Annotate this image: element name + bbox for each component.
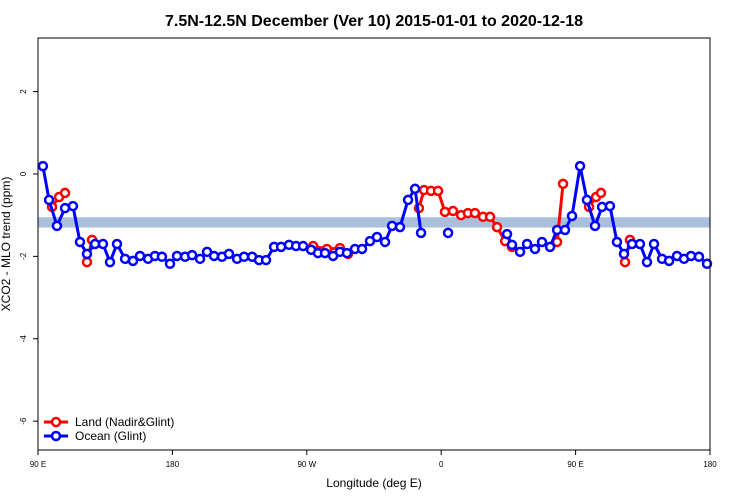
data-point	[529, 243, 541, 255]
data-point	[402, 194, 414, 206]
data-point	[81, 256, 93, 268]
data-point	[641, 256, 653, 268]
y-tick-label: 0	[19, 171, 28, 176]
data-point	[432, 185, 444, 197]
data-point	[111, 238, 123, 250]
series-line	[41, 164, 708, 266]
data-point	[634, 238, 646, 250]
data-point	[521, 238, 533, 250]
data-point	[319, 247, 331, 259]
data-point	[394, 221, 406, 233]
x-tick-label: 180	[166, 460, 180, 469]
chart-title: 7.5N-12.5N December (Ver 10) 2015-01-01 …	[165, 13, 583, 30]
x-tick-label: 90 E	[30, 460, 46, 469]
y-tick-label: -2	[19, 252, 28, 260]
data-point	[544, 241, 556, 253]
data-point	[557, 178, 569, 190]
x-axis-label: Longitude (deg E)	[326, 476, 421, 490]
data-point	[194, 253, 206, 265]
data-point	[127, 255, 139, 267]
data-point	[74, 236, 86, 248]
data-point	[559, 224, 571, 236]
data-point	[581, 194, 593, 206]
data-point	[589, 220, 601, 232]
data-point	[134, 250, 146, 262]
data-point	[439, 206, 451, 218]
x-tick-label: 90 W	[297, 460, 316, 469]
data-point	[469, 207, 481, 219]
data-point	[356, 243, 368, 255]
data-point	[618, 248, 630, 260]
data-point	[97, 238, 109, 250]
y-tick-label: -4	[19, 335, 28, 343]
data-point	[171, 250, 183, 262]
data-point	[59, 187, 71, 199]
data-point	[186, 249, 198, 261]
data-point	[409, 183, 421, 195]
data-point	[37, 160, 49, 172]
legend-marker	[50, 416, 62, 428]
data-point	[693, 251, 705, 263]
data-point	[595, 187, 607, 199]
data-point	[386, 220, 398, 232]
x-tick-label: 180	[703, 460, 717, 469]
data-point	[514, 246, 526, 258]
data-point	[506, 239, 518, 251]
data-point	[260, 254, 272, 266]
data-point	[663, 255, 675, 267]
legend-label: Ocean (Glint)	[75, 429, 146, 443]
data-point	[104, 256, 116, 268]
x-tick-label: 0	[439, 460, 444, 469]
reference-band	[38, 217, 710, 228]
data-point	[574, 160, 586, 172]
plot-frame	[37, 37, 711, 451]
data-point	[164, 258, 176, 270]
data-point	[223, 248, 235, 260]
data-point	[81, 248, 93, 260]
data-point	[442, 227, 454, 239]
data-point	[491, 221, 503, 233]
data-point	[604, 200, 616, 212]
data-point	[648, 238, 660, 250]
data-point	[501, 228, 513, 240]
data-point	[67, 200, 79, 212]
x-tick-label: 90 E	[567, 460, 583, 469]
data-point	[611, 236, 623, 248]
data-point	[447, 205, 459, 217]
data-point	[619, 256, 631, 268]
data-point	[156, 251, 168, 263]
data-point	[43, 194, 55, 206]
y-tick-label: 2	[19, 89, 28, 94]
data-point	[566, 210, 578, 222]
legend-marker	[50, 430, 62, 442]
legend-label: Land (Nadir&Glint)	[75, 415, 174, 429]
data-point	[341, 247, 353, 259]
data-point	[701, 258, 713, 270]
data-point	[484, 211, 496, 223]
data-point	[51, 220, 63, 232]
y-axis-label: XCO2 - MLO trend (ppm)	[0, 177, 13, 312]
data-point	[238, 251, 250, 263]
y-tick-label: -6	[19, 417, 28, 425]
data-point	[371, 231, 383, 243]
data-point	[297, 240, 309, 252]
data-point	[536, 236, 548, 248]
data-point	[379, 236, 391, 248]
data-point	[415, 227, 427, 239]
